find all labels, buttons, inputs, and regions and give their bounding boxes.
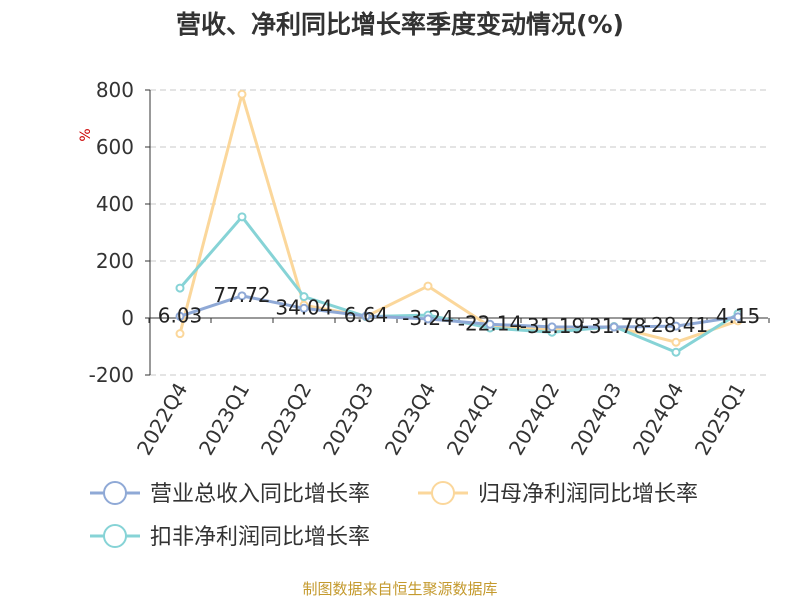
legend-label: 归母净利润同比增长率: [478, 482, 698, 507]
plot-area: [175, 89, 743, 357]
y-tick-label: 800: [96, 78, 134, 102]
source-note: 制图数据来自恒生聚源数据库: [302, 580, 497, 598]
legend-marker: [431, 481, 455, 505]
x-tick-label: 2023Q3: [318, 379, 378, 460]
x-tick-label: 2023Q2: [256, 379, 316, 460]
x-tick-label: 2024Q2: [504, 379, 564, 460]
x-tick-label: 2023Q1: [194, 379, 254, 460]
y-tick-label: 600: [96, 135, 134, 159]
data-label: -3.24: [402, 306, 454, 330]
x-tick-label: 2022Q4: [132, 379, 192, 460]
data-point: [423, 314, 433, 324]
data-point: [671, 321, 681, 331]
y-axis-unit: %: [78, 128, 94, 141]
data-label: -22.14: [458, 311, 522, 335]
x-tick-label: 2024Q1: [442, 379, 502, 460]
data-label: -31.19: [520, 314, 584, 338]
legend-marker: [103, 524, 127, 548]
x-tick-label: 2024Q3: [566, 379, 626, 460]
data-point: [671, 337, 681, 347]
data-label: 6.03: [158, 303, 203, 327]
series-line: [179, 294, 739, 329]
legend-item[interactable]: 营业总收入同比增长率: [90, 481, 370, 507]
y-tick-label: 0: [121, 306, 134, 330]
y-tick-label: 200: [96, 249, 134, 273]
legend-label: 扣非净利润同比增长率: [150, 525, 370, 550]
data-point: [485, 319, 495, 329]
data-point: [237, 89, 247, 99]
legend-item[interactable]: 归母净利润同比增长率: [418, 481, 698, 507]
data-point: [175, 311, 185, 321]
grid: [150, 89, 768, 376]
x-tick-label: 2023Q4: [380, 379, 440, 460]
data-point: [299, 303, 309, 313]
legend-marker: [103, 481, 127, 505]
y-tick-label: 400: [96, 192, 134, 216]
x-tick-label: 2024Q4: [628, 379, 688, 460]
data-point: [547, 322, 557, 332]
data-point: [175, 283, 185, 293]
data-point: [671, 347, 681, 357]
y-tick-label: -200: [89, 363, 134, 387]
data-point: [423, 281, 433, 291]
data-label: 4.15: [716, 304, 761, 328]
series-line: [178, 92, 739, 344]
data-label: 6.64: [344, 303, 389, 327]
legend-item[interactable]: 扣非净利润同比增长率: [90, 524, 370, 550]
data-label: 77.72: [213, 283, 270, 307]
data-point: [299, 292, 309, 302]
x-tick-label: 2025Q1: [690, 379, 750, 460]
data-point: [175, 329, 185, 339]
data-label: -28.41: [644, 313, 708, 337]
chart-title: 营收、净利同比增长率季度变动情况(%): [176, 10, 624, 39]
data-label: -31.78: [582, 314, 646, 338]
data-point: [609, 322, 619, 332]
data-point: [361, 311, 371, 321]
data-point: [237, 291, 247, 301]
data-point: [237, 212, 247, 222]
legend-label: 营业总收入同比增长率: [150, 482, 370, 507]
data-point: [733, 312, 743, 322]
data-label: 34.04: [275, 295, 332, 319]
